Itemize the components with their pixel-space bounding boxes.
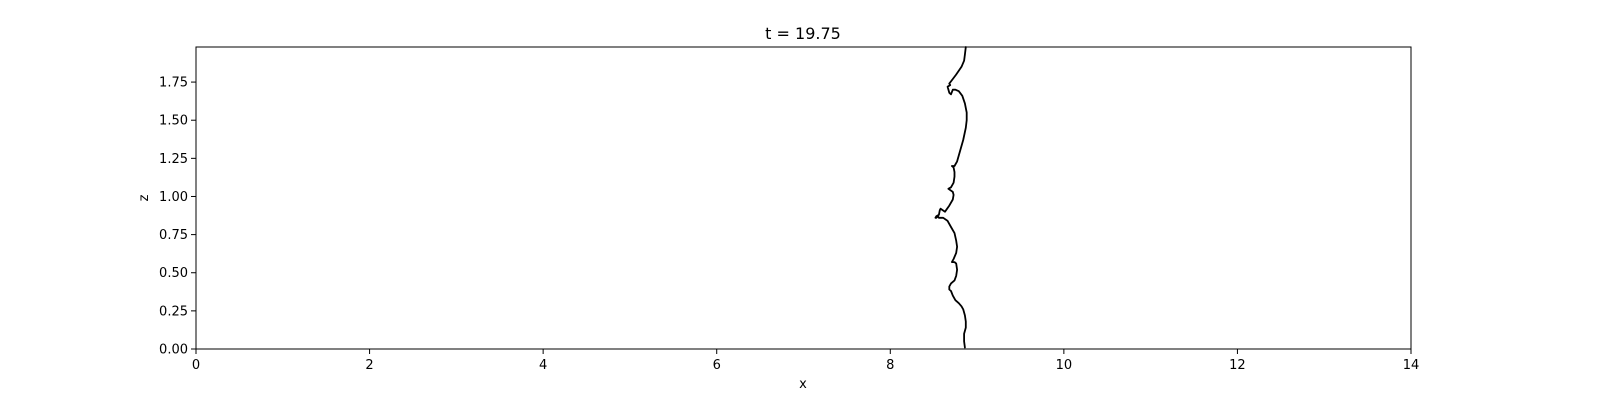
plot-frame — [195, 46, 1412, 350]
x-tick-label: 4 — [539, 358, 547, 373]
x-tick-label: 6 — [713, 358, 721, 373]
y-axis-label: z — [137, 194, 152, 201]
x-tick-label: 2 — [365, 358, 373, 373]
y-tick-label: 1.25 — [159, 152, 188, 167]
y-tick-label: 0.50 — [159, 266, 188, 281]
y-tick-label: 1.50 — [159, 114, 188, 129]
y-tick-label: 0.00 — [159, 343, 188, 358]
x-tick-label: 12 — [1229, 358, 1246, 373]
y-tick-label: 1.75 — [159, 76, 188, 91]
chart-title: t = 19.75 — [765, 24, 841, 43]
y-tick-label: 0.75 — [159, 228, 188, 243]
x-tick-label: 10 — [1056, 358, 1073, 373]
x-axis-label: x — [799, 377, 807, 392]
x-tick-label: 0 — [192, 358, 200, 373]
series-line — [934, 46, 968, 349]
x-tick-label: 8 — [886, 358, 894, 373]
x-tick-label: 14 — [1403, 358, 1420, 373]
y-tick-label: 0.25 — [159, 304, 188, 319]
y-tick-label: 1.00 — [159, 190, 188, 205]
